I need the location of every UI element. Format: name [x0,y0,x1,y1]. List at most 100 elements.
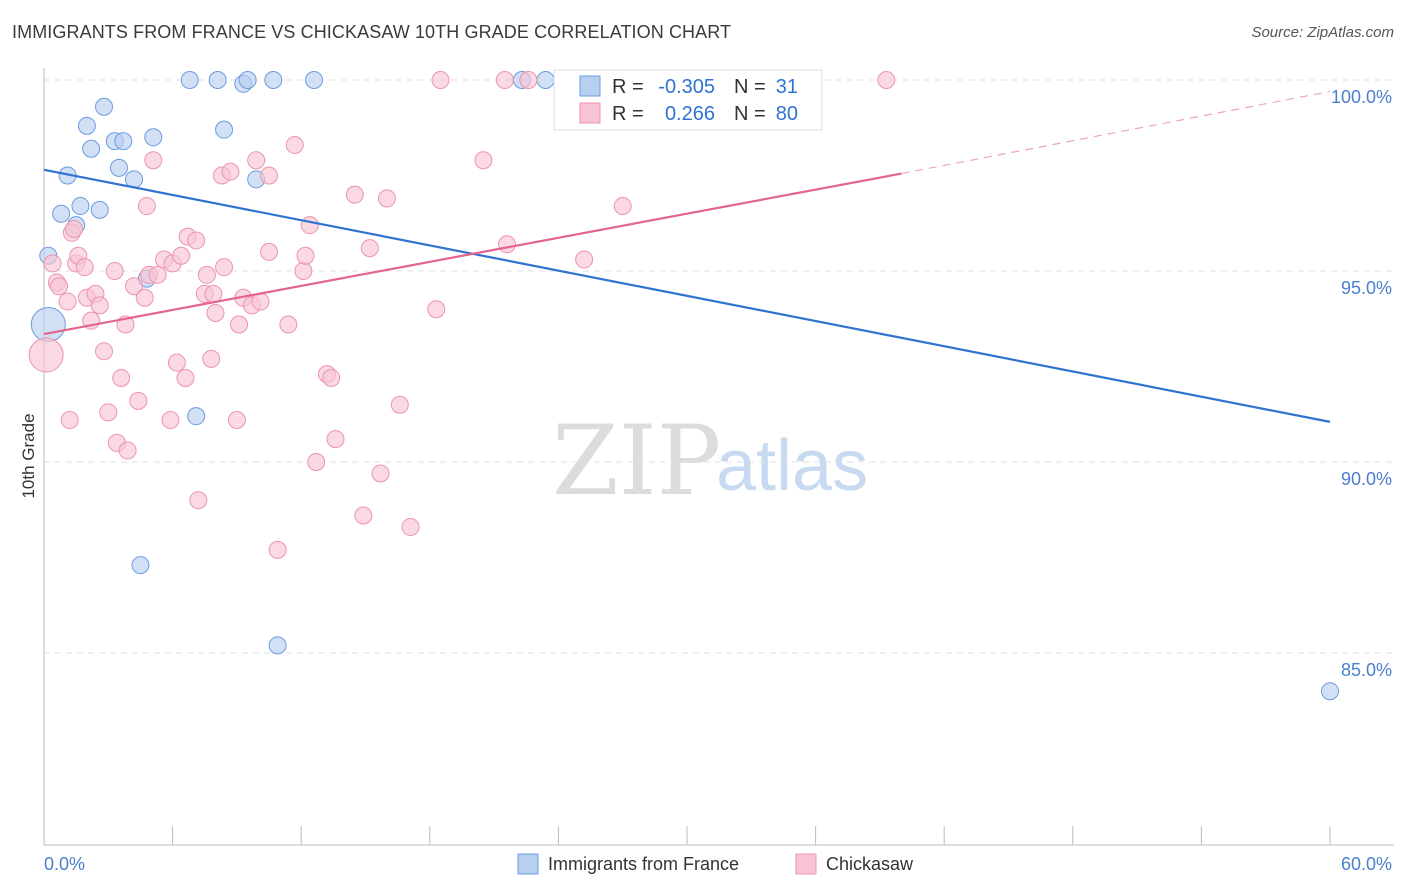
chickasaw-point [137,197,156,216]
chickasaw-point [202,349,221,368]
chickasaw-point [148,265,167,284]
chickasaw-point [118,441,137,460]
series-legend-pink-label: Chickasaw [826,854,914,874]
stats-legend-pink-swatch [579,102,601,124]
stats-legend-n-value-2: 80 [776,103,798,125]
chickasaw-point [43,254,62,273]
chickasaw-trend-line [43,172,902,336]
chickasaw-point [60,410,79,429]
source-label: Source: ZipAtlas.com [1251,24,1394,41]
france-point [215,120,234,139]
trend-lines [43,90,1331,423]
watermark-atlas: atlas [716,426,868,506]
y-tick-label: 95.0% [1341,278,1392,298]
chickasaw-point [105,262,124,280]
grid-lines [44,79,1394,654]
chickasaw-point [497,235,516,254]
chickasaw-point [135,288,154,307]
chickasaw-point [247,151,266,170]
france-point [114,132,133,151]
stats-legend-n-label-1: N = [734,76,766,98]
chickasaw-point [360,239,379,258]
chickasaw-point [172,246,191,265]
series-legend-pink-swatch [795,853,817,875]
y-tick-label: 100.0% [1331,87,1392,107]
france-point [268,636,287,655]
chickasaw-point [401,517,420,536]
chickasaw-point [144,151,163,170]
chickasaw-point [58,292,77,311]
france-point [90,200,109,219]
y-tick-label: 85.0% [1341,660,1392,680]
france-point [77,116,96,135]
france-point [82,139,101,158]
chickasaw-point [221,162,240,181]
stats-legend-r-value-2: 0.266 [665,103,715,125]
chickasaw-point [75,258,94,277]
france-point [131,556,150,575]
y-axis-title: 10th Grade [19,413,38,498]
chickasaw-point [268,540,287,559]
chickasaw-point [206,304,225,323]
france-point [1321,682,1339,701]
y-tick-labels: 85.0% 90.0% 95.0% 100.0% [1331,87,1392,680]
chickasaw-point [197,265,216,284]
chickasaw-point [300,216,319,235]
chickasaw-point [285,135,304,154]
stats-legend: R = -0.305 N = 31 R = 0.266 N = 80 [553,69,823,131]
chart-title: IMMIGRANTS FROM FRANCE VS CHICKASAW 10TH… [12,22,732,42]
france-point [110,158,129,177]
chickasaw-point [519,71,538,89]
chickasaw-point [296,246,315,265]
data-points [28,71,1339,701]
chickasaw-point [279,315,298,334]
chickasaw-point [427,300,446,319]
chickasaw-point [230,315,249,334]
stats-legend-n-label-2: N = [734,103,766,125]
chickasaw-point [322,368,341,387]
chickasaw-point [129,391,148,410]
series-legend-blue-label: Immigrants from France [548,854,739,874]
chickasaw-point [354,506,373,525]
chickasaw-point [189,491,208,510]
chickasaw-point [307,453,326,471]
france-point [238,71,257,89]
chickasaw-point [227,410,246,429]
chickasaw-point [90,296,109,315]
chickasaw-point [176,368,195,387]
chickasaw-point [215,258,234,277]
france-point [305,71,324,89]
chickasaw-point [187,231,206,250]
france-point [95,97,114,116]
stats-legend-r-label-1: R = [612,76,644,98]
x-tick-max-label: 60.0% [1341,854,1392,874]
france-point [187,407,206,426]
chickasaw-point [575,250,594,269]
stats-legend-r-label-2: R = [612,103,644,125]
chickasaw-point [371,464,390,483]
chickasaw-point [474,151,493,170]
chickasaw-point [161,410,180,429]
france-point [52,204,71,223]
france-point [264,71,283,89]
chickasaw-point [326,430,345,449]
chickasaw-trend-line-extension [901,90,1331,175]
chickasaw-point [390,395,409,414]
france-point [180,71,199,89]
y-tick-label: 90.0% [1341,469,1392,489]
chickasaw-point [125,277,144,296]
france-trend-line [43,168,1331,423]
france-point [144,128,163,147]
chickasaw-point [294,262,313,280]
chickasaw-point [167,353,186,372]
chickasaw-point [260,242,279,261]
chickasaw-point [50,277,69,296]
chickasaw-point [28,337,64,373]
chickasaw-point [345,185,364,204]
chickasaw-point [112,368,131,387]
watermark-zip: ZIP [552,405,721,517]
chickasaw-point [65,219,84,238]
chickasaw-point [377,189,396,208]
stats-legend-n-value-1: 31 [776,76,798,98]
